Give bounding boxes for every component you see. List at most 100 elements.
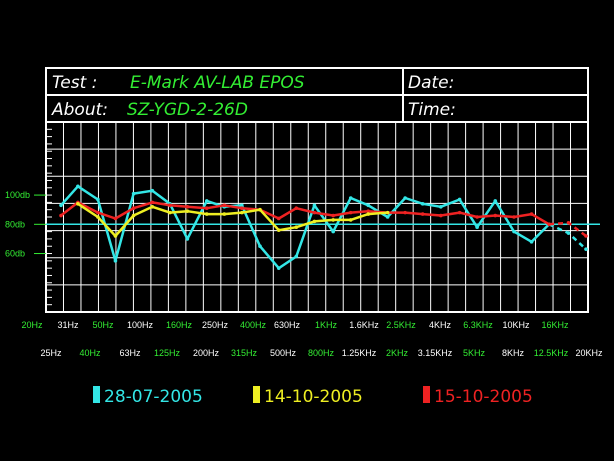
data-point	[113, 259, 118, 263]
data-point	[59, 203, 63, 208]
data-point	[312, 210, 317, 215]
data-point	[113, 216, 118, 221]
x-tick-label-bottom: 25Hz	[40, 348, 62, 358]
data-point	[348, 218, 353, 222]
data-point	[96, 210, 100, 215]
x-tick-label-bottom: 200Hz	[193, 348, 220, 358]
legend-label: 28-07-2005	[104, 387, 203, 407]
data-point	[168, 210, 172, 215]
x-tick-label-bottom: 1.25KHz	[342, 348, 377, 358]
data-point	[512, 229, 516, 234]
x-tick-label-top: 400Hz	[240, 320, 267, 330]
data-point	[403, 196, 407, 200]
x-tick-label-bottom: 3.15KHz	[418, 348, 453, 358]
data-point	[348, 196, 353, 200]
y-tick-label: 60db	[5, 249, 25, 259]
x-tick-label-top: 4KHz	[429, 320, 452, 330]
data-point	[258, 207, 262, 212]
x-tick-label-top: 250Hz	[202, 320, 229, 330]
data-point	[420, 202, 425, 206]
data-point	[204, 199, 209, 203]
legend: 28-07-2005 14-10-2005 15-10-2005	[93, 386, 533, 407]
data-point	[96, 197, 100, 202]
data-point	[240, 206, 244, 211]
series-line-28-07-2005	[60, 185, 550, 270]
data-point	[331, 229, 335, 234]
x-tick-label-bottom: 125Hz	[154, 348, 181, 358]
legend-label: 15-10-2005	[434, 387, 533, 407]
data-point	[584, 234, 588, 238]
data-point	[76, 184, 80, 189]
data-point	[294, 225, 299, 230]
legend-swatch	[423, 386, 430, 403]
x-tick-label-top: 50Hz	[92, 320, 114, 330]
x-tick-label-top: 10KHz	[502, 320, 530, 330]
data-point	[512, 215, 516, 219]
data-point	[168, 203, 172, 208]
data-point	[294, 254, 299, 259]
legend-swatch	[93, 386, 100, 403]
x-tick-label-bottom: 500Hz	[270, 348, 297, 358]
data-point	[240, 203, 244, 208]
data-point	[222, 212, 227, 216]
plot-frame	[45, 121, 589, 313]
x-tick-label-top: 31Hz	[57, 320, 79, 330]
data-point	[403, 210, 407, 215]
x-tick-label-bottom: 5KHz	[463, 348, 486, 358]
data-point	[204, 206, 209, 211]
x-tick-label-top: 630Hz	[274, 320, 301, 330]
series-line-15-10-2005	[60, 201, 550, 226]
data-point	[222, 203, 227, 208]
x-tick-label-top: 2.5KHz	[386, 320, 416, 330]
data-point	[331, 213, 335, 218]
x-tick-label-bottom: 800Hz	[308, 348, 335, 358]
y-axis-labels: 100db 80db 60db	[5, 190, 46, 259]
data-point	[331, 218, 335, 222]
data-point	[420, 212, 425, 216]
data-point	[276, 228, 281, 232]
y-tick-label: 80db	[5, 219, 25, 229]
data-point	[493, 199, 498, 203]
data-point	[240, 210, 244, 215]
data-point	[439, 204, 443, 209]
data-point	[150, 204, 155, 209]
data-point	[185, 204, 190, 209]
x-tick-label-top: 16KHz	[541, 320, 569, 330]
plot-grid	[45, 121, 589, 313]
data-point	[366, 209, 371, 213]
x-tick-label-bottom: 2KHz	[386, 348, 409, 358]
test-label: Test :	[52, 73, 97, 93]
x-tick-label-bottom: 20KHz	[575, 348, 603, 358]
data-point	[566, 231, 571, 235]
data-point	[185, 237, 190, 241]
data-point	[366, 203, 371, 208]
series-line-14-10-2005	[77, 202, 388, 238]
data-point	[385, 215, 390, 219]
data-point	[150, 200, 155, 205]
data-point	[584, 247, 588, 251]
data-point	[185, 209, 190, 213]
data-point	[131, 191, 136, 196]
data-point	[385, 210, 390, 215]
data-point	[348, 210, 353, 215]
x-tick-label-top: 160Hz	[166, 320, 193, 330]
x-tick-label-top: 6.3KHz	[463, 320, 493, 330]
data-point	[258, 244, 262, 249]
x-tick-label-bottom: 40Hz	[79, 348, 101, 358]
data-point	[76, 202, 80, 206]
y-tick-label: 100db	[5, 190, 30, 200]
x-tick-label-top: 1.6KHz	[349, 320, 379, 330]
time-label: Time:	[408, 100, 456, 120]
legend-label: 14-10-2005	[264, 387, 363, 407]
data-point	[529, 240, 534, 244]
x-tick-label-bottom: 315Hz	[231, 348, 258, 358]
data-point	[366, 212, 371, 216]
date-label: Date:	[408, 73, 454, 93]
data-point	[150, 188, 155, 193]
data-point	[439, 213, 443, 218]
about-value: SZ-YGD-2-26D	[127, 100, 248, 120]
data-point	[96, 215, 100, 219]
x-tick-label-bottom: 12.5KHz	[534, 348, 569, 358]
data-point	[294, 206, 299, 211]
data-point	[131, 206, 136, 211]
